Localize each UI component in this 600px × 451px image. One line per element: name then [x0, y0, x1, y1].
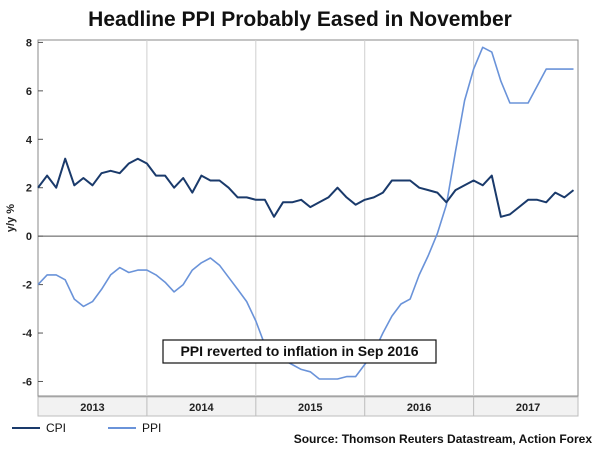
year-gridlines	[146, 40, 475, 396]
x-axis-year-labels: 2013 2014 2015 2016 2017	[80, 397, 540, 416]
y-tick-label: -2	[22, 280, 32, 292]
y-tick-label: 4	[26, 134, 33, 146]
y-tick-label: -6	[22, 376, 32, 388]
x-tick-label: 2014	[189, 402, 214, 414]
x-tick-label: 2017	[516, 402, 540, 414]
legend-label-cpi: CPI	[46, 421, 66, 435]
legend: CPI PPI	[12, 421, 161, 435]
y-axis-label: y/y %	[5, 204, 17, 232]
source-note: Source: Thomson Reuters Datastream, Acti…	[294, 432, 593, 446]
chart-title: Headline PPI Probably Eased in November	[88, 8, 512, 31]
annotation: PPI reverted to inflation in Sep 2016	[162, 339, 437, 364]
y-tick-label: -4	[22, 328, 33, 340]
x-tick-label: 2015	[298, 402, 322, 414]
plot-area-frame	[37, 39, 579, 397]
series-line-cpi	[37, 157, 575, 218]
y-tick-label: 8	[26, 37, 32, 49]
y-tick-label: 2	[26, 183, 32, 195]
legend-label-ppi: PPI	[142, 421, 161, 435]
series-lines	[37, 46, 575, 380]
y-axis-ticks: 8 6 4 2 0 -2 -4 -6	[22, 37, 43, 388]
y-tick-label: 6	[26, 86, 32, 98]
series-line-ppi	[37, 46, 574, 380]
x-tick-label: 2016	[407, 402, 431, 414]
y-tick-label: 0	[26, 231, 32, 243]
x-axis-band	[37, 396, 579, 417]
annotation-box	[162, 339, 437, 364]
annotation-text: PPI reverted to inflation in Sep 2016	[180, 343, 418, 359]
x-tick-label: 2013	[80, 402, 104, 414]
